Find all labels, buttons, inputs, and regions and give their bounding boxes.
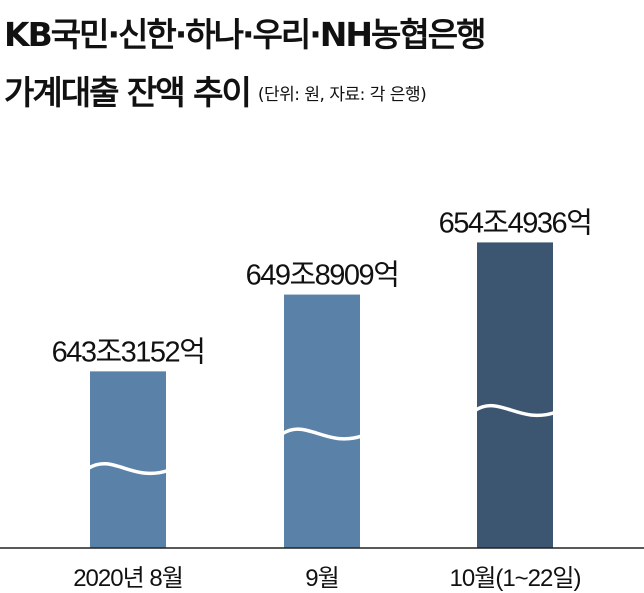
category-labels-group: 2020년 8월 9월 10월(1~22일) (73, 565, 581, 592)
bar-3 (477, 242, 553, 548)
category-label-3: 10월(1~22일) (450, 565, 581, 592)
category-label-2: 9월 (305, 565, 338, 592)
value-labels-group: 643조3152억 649조8909억 654조4936억 (52, 207, 593, 368)
bars-group (90, 242, 553, 548)
axis-break-3 (473, 404, 557, 418)
axis-break-1 (86, 462, 170, 476)
category-label-1: 2020년 8월 (73, 565, 183, 592)
value-label-1: 643조3152억 (52, 336, 205, 368)
bar-1 (90, 371, 166, 548)
value-label-2: 649조8909억 (246, 260, 399, 292)
bar-2 (284, 294, 360, 548)
chart-title-line2: 가계대출 잔액 추이 (단위: 원, 자료: 각 은행) (4, 73, 427, 112)
axis-breaks-group (86, 404, 557, 476)
unit-note: (단위: 원, 자료: 각 은행) (257, 85, 427, 105)
axis-break-2 (280, 427, 364, 441)
chart-title-line1: KB국민·신한·하나·우리·NH농협은행 (4, 15, 486, 54)
value-label-3: 654조4936억 (439, 207, 592, 239)
chart-title-text: 가계대출 잔액 추이 (4, 73, 252, 112)
